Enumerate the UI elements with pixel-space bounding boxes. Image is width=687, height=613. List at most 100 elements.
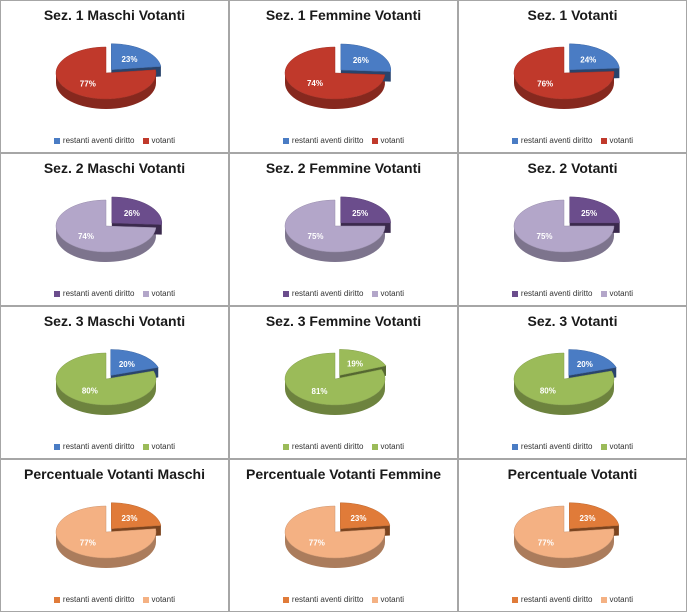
data-label: 25%: [352, 209, 368, 218]
legend-entry: restanti aventi diritto: [283, 442, 364, 451]
legend-label: restanti aventi diritto: [292, 442, 364, 451]
legend-label: votanti: [152, 289, 176, 298]
legend-label: votanti: [610, 595, 634, 604]
legend: restanti aventi diritto votanti: [230, 136, 457, 145]
legend: restanti aventi diritto votanti: [1, 442, 228, 451]
data-label: 26%: [124, 209, 140, 218]
data-label: 75%: [537, 232, 553, 241]
legend: restanti aventi diritto votanti: [1, 289, 228, 298]
legend-entry: restanti aventi diritto: [283, 595, 364, 604]
data-label: 77%: [538, 539, 554, 548]
legend-label: restanti aventi diritto: [292, 595, 364, 604]
legend-entry: restanti aventi diritto: [54, 136, 135, 145]
legend: restanti aventi diritto votanti: [1, 595, 228, 604]
legend-label: votanti: [610, 442, 634, 451]
legend-entry: votanti: [143, 289, 176, 298]
legend-entry: votanti: [372, 442, 405, 451]
legend-swatch: [601, 138, 607, 144]
legend-entry: votanti: [143, 442, 176, 451]
data-label: 20%: [119, 360, 135, 369]
legend-swatch: [143, 138, 149, 144]
legend-label: votanti: [381, 136, 405, 145]
legend-swatch: [54, 597, 60, 603]
legend-swatch: [372, 444, 378, 450]
legend-entry: restanti aventi diritto: [54, 595, 135, 604]
legend-entry: votanti: [372, 289, 405, 298]
data-label: 25%: [581, 209, 597, 218]
data-label: 80%: [540, 387, 556, 396]
data-label: 75%: [308, 232, 324, 241]
data-label: 19%: [347, 360, 363, 369]
data-label: 77%: [80, 539, 96, 548]
legend-swatch: [143, 291, 149, 297]
legend-swatch: [601, 444, 607, 450]
legend: restanti aventi diritto votanti: [1, 136, 228, 145]
legend-swatch: [601, 597, 607, 603]
legend-label: votanti: [381, 595, 405, 604]
legend-swatch: [512, 291, 518, 297]
legend-swatch: [143, 444, 149, 450]
legend: restanti aventi diritto votanti: [459, 289, 686, 298]
data-label: 77%: [309, 539, 325, 548]
pie-chart: 20%80%: [459, 307, 687, 460]
data-label: 74%: [307, 79, 323, 88]
legend-label: restanti aventi diritto: [63, 442, 135, 451]
legend-entry: votanti: [372, 136, 405, 145]
legend-label: restanti aventi diritto: [292, 289, 364, 298]
data-label: 23%: [350, 514, 366, 523]
legend-label: votanti: [152, 136, 176, 145]
legend-swatch: [512, 597, 518, 603]
data-label: 26%: [353, 56, 369, 65]
data-label: 24%: [580, 55, 596, 64]
legend-swatch: [54, 291, 60, 297]
legend-entry: restanti aventi diritto: [512, 595, 593, 604]
legend-entry: restanti aventi diritto: [54, 442, 135, 451]
legend-swatch: [372, 291, 378, 297]
legend-entry: votanti: [601, 136, 634, 145]
legend-label: restanti aventi diritto: [63, 289, 135, 298]
pie-chart: 24% 76%: [459, 1, 687, 154]
legend-entry: restanti aventi diritto: [512, 289, 593, 298]
pie-chart: 19%81%: [230, 307, 459, 460]
pie-chart: 23% 77%: [1, 460, 230, 613]
legend-swatch: [283, 597, 289, 603]
legend-swatch: [283, 291, 289, 297]
legend-label: restanti aventi diritto: [521, 289, 593, 298]
legend-label: restanti aventi diritto: [63, 595, 135, 604]
data-label: 76%: [537, 79, 553, 88]
legend-entry: votanti: [601, 442, 634, 451]
legend-entry: restanti aventi diritto: [54, 289, 135, 298]
legend-entry: restanti aventi diritto: [283, 136, 364, 145]
data-label: 23%: [121, 514, 137, 523]
legend-swatch: [512, 138, 518, 144]
legend: restanti aventi diritto votanti: [459, 595, 686, 604]
pie-chart: 23%77%: [1, 1, 230, 154]
legend-entry: votanti: [372, 595, 405, 604]
data-label: 80%: [82, 387, 98, 396]
pie-chart: 26% 74%: [230, 1, 459, 154]
legend-label: votanti: [152, 595, 176, 604]
pie-chart: 23% 77%: [230, 460, 459, 613]
legend-swatch: [512, 444, 518, 450]
pie-chart: 20% 80%: [1, 307, 230, 460]
legend-swatch: [601, 291, 607, 297]
legend-swatch: [283, 138, 289, 144]
legend-label: votanti: [381, 442, 405, 451]
legend-label: votanti: [610, 136, 634, 145]
pie-chart: 26%74%: [1, 154, 230, 307]
legend-label: votanti: [610, 289, 634, 298]
legend-entry: restanti aventi diritto: [283, 289, 364, 298]
legend-entry: votanti: [601, 595, 634, 604]
legend-entry: restanti aventi diritto: [512, 136, 593, 145]
